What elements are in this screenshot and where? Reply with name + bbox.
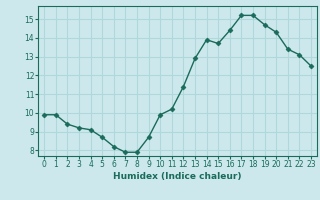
X-axis label: Humidex (Indice chaleur): Humidex (Indice chaleur) xyxy=(113,172,242,181)
